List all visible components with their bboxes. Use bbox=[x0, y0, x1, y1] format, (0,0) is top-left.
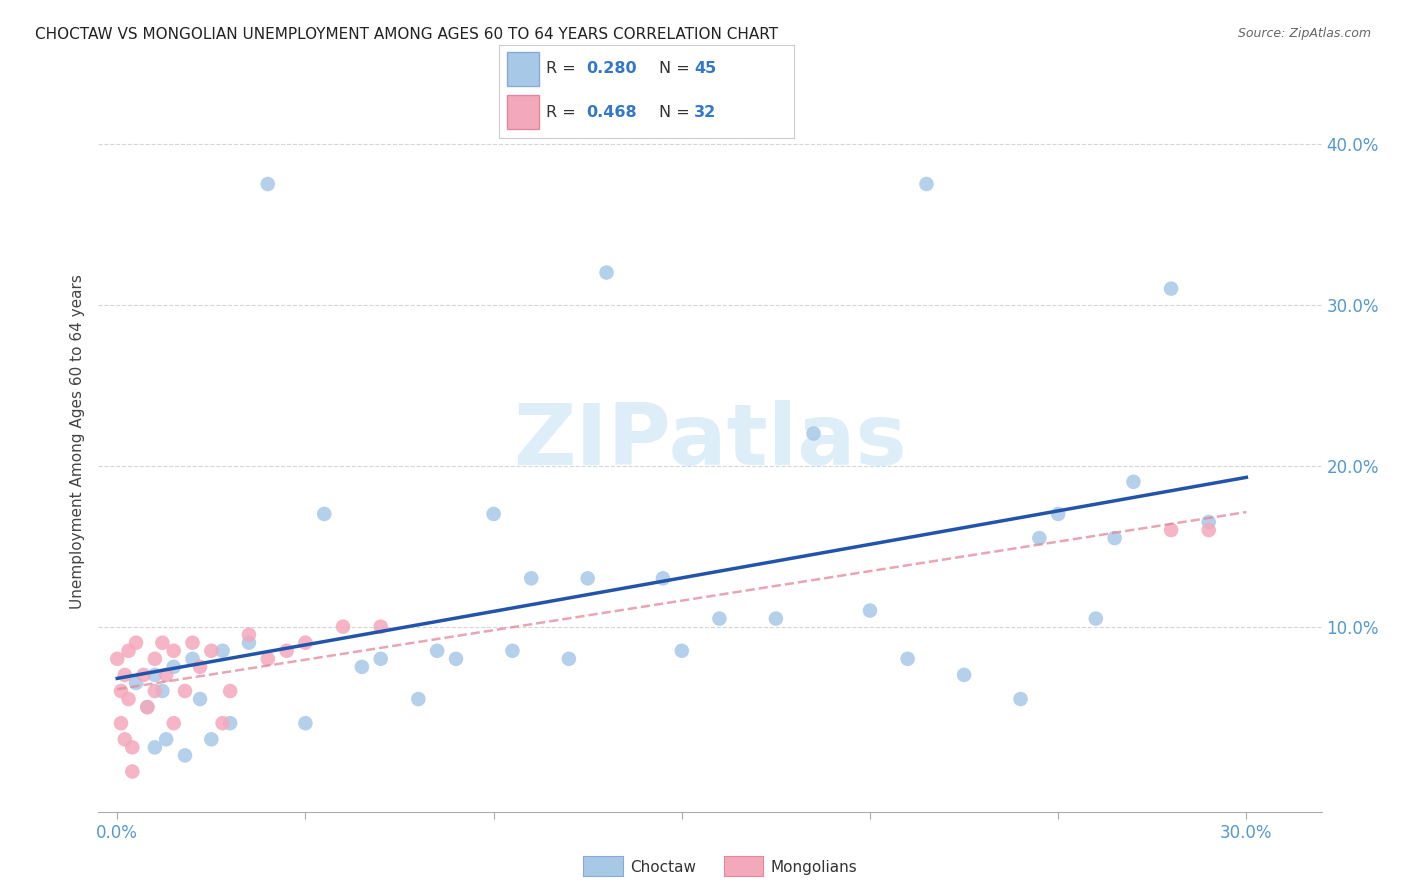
Text: 45: 45 bbox=[695, 62, 716, 77]
Point bbox=[671, 644, 693, 658]
Y-axis label: Unemployment Among Ages 60 to 64 years: Unemployment Among Ages 60 to 64 years bbox=[69, 274, 84, 609]
Point bbox=[211, 644, 233, 658]
Point bbox=[143, 668, 166, 682]
Point bbox=[520, 571, 543, 585]
Point bbox=[803, 426, 825, 441]
Point bbox=[276, 644, 298, 658]
Point bbox=[709, 611, 731, 625]
Point bbox=[155, 732, 177, 747]
Point bbox=[163, 660, 186, 674]
Point bbox=[1198, 523, 1220, 537]
Point bbox=[1198, 515, 1220, 529]
Point bbox=[408, 692, 430, 706]
Point bbox=[125, 676, 148, 690]
Point bbox=[426, 644, 449, 658]
Point bbox=[1047, 507, 1070, 521]
Point bbox=[114, 668, 136, 682]
Point bbox=[117, 644, 139, 658]
Point bbox=[110, 716, 132, 731]
Text: N =: N = bbox=[658, 104, 695, 120]
Point bbox=[155, 668, 177, 682]
Point bbox=[558, 652, 581, 666]
Point bbox=[200, 732, 222, 747]
Point bbox=[294, 636, 316, 650]
Point bbox=[294, 716, 316, 731]
Point bbox=[314, 507, 336, 521]
Point bbox=[238, 636, 260, 650]
Point bbox=[181, 652, 204, 666]
Point bbox=[110, 684, 132, 698]
Point bbox=[188, 660, 211, 674]
Point bbox=[174, 684, 197, 698]
Point bbox=[125, 636, 148, 650]
Point bbox=[595, 266, 617, 280]
Text: N =: N = bbox=[658, 62, 695, 77]
Point bbox=[1104, 531, 1126, 545]
Point bbox=[188, 692, 211, 706]
Bar bbox=[506, 95, 538, 129]
Text: ZIPatlas: ZIPatlas bbox=[513, 400, 907, 483]
Point bbox=[1160, 282, 1182, 296]
Point bbox=[859, 603, 882, 617]
Point bbox=[1010, 692, 1032, 706]
Point bbox=[132, 668, 155, 682]
Point bbox=[117, 692, 139, 706]
Point bbox=[136, 700, 159, 714]
Point bbox=[105, 652, 128, 666]
Point bbox=[211, 716, 233, 731]
Point bbox=[136, 700, 159, 714]
Point bbox=[181, 636, 204, 650]
Text: Source: ZipAtlas.com: Source: ZipAtlas.com bbox=[1237, 27, 1371, 40]
Point bbox=[174, 748, 197, 763]
Point bbox=[370, 619, 392, 633]
Text: R =: R = bbox=[547, 104, 581, 120]
Text: Choctaw: Choctaw bbox=[630, 860, 696, 874]
Point bbox=[1084, 611, 1107, 625]
Text: CHOCTAW VS MONGOLIAN UNEMPLOYMENT AMONG AGES 60 TO 64 YEARS CORRELATION CHART: CHOCTAW VS MONGOLIAN UNEMPLOYMENT AMONG … bbox=[35, 27, 779, 42]
Point bbox=[143, 652, 166, 666]
Point bbox=[219, 716, 242, 731]
Point bbox=[219, 684, 242, 698]
Point bbox=[143, 740, 166, 755]
Point bbox=[238, 628, 260, 642]
Point bbox=[576, 571, 599, 585]
Text: R =: R = bbox=[547, 62, 581, 77]
Point bbox=[765, 611, 787, 625]
Point bbox=[121, 764, 143, 779]
Point bbox=[444, 652, 467, 666]
Point bbox=[482, 507, 505, 521]
Point bbox=[897, 652, 920, 666]
Text: 32: 32 bbox=[695, 104, 716, 120]
Point bbox=[143, 684, 166, 698]
Point bbox=[1160, 523, 1182, 537]
Point bbox=[163, 644, 186, 658]
Text: Mongolians: Mongolians bbox=[770, 860, 858, 874]
Point bbox=[256, 652, 278, 666]
Point bbox=[152, 684, 174, 698]
Point bbox=[915, 177, 938, 191]
Point bbox=[501, 644, 523, 658]
Point bbox=[953, 668, 976, 682]
Point bbox=[370, 652, 392, 666]
Point bbox=[256, 177, 278, 191]
Point bbox=[152, 636, 174, 650]
Point bbox=[350, 660, 373, 674]
Text: 0.280: 0.280 bbox=[586, 62, 637, 77]
Point bbox=[121, 740, 143, 755]
Point bbox=[114, 732, 136, 747]
Point bbox=[1028, 531, 1050, 545]
Point bbox=[1122, 475, 1144, 489]
Text: 0.468: 0.468 bbox=[586, 104, 637, 120]
Point bbox=[332, 619, 354, 633]
Point bbox=[652, 571, 675, 585]
Point bbox=[163, 716, 186, 731]
Point bbox=[200, 644, 222, 658]
Bar bbox=[506, 52, 538, 86]
